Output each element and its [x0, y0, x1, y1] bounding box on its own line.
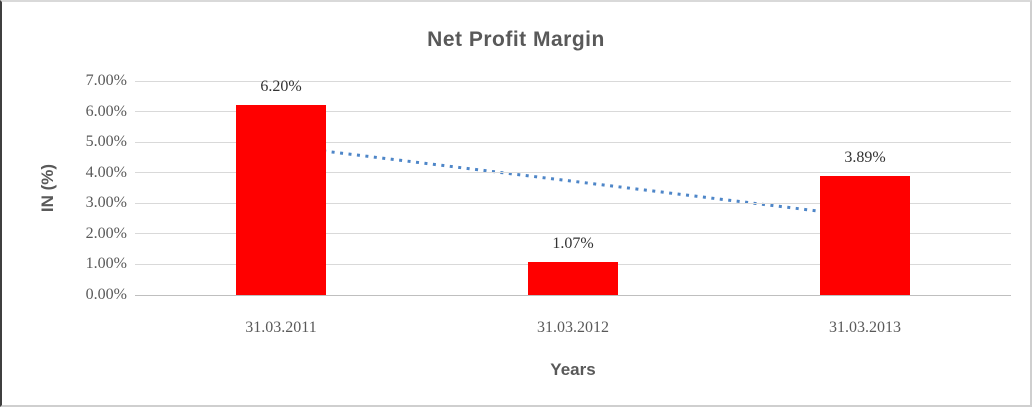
y-tick-label: 7.00% [85, 72, 127, 89]
y-tick-label: 1.00% [85, 255, 127, 273]
chart-title: Net Profit Margin [427, 28, 605, 51]
data-label: 1.07% [552, 235, 594, 253]
y-tick-label: 6.00% [85, 102, 127, 120]
gridline [135, 172, 1011, 174]
bar-31.03.2012 [528, 262, 618, 295]
bar-31.03.2011 [236, 105, 326, 295]
gridline [135, 80, 1011, 82]
y-tick-label: 4.00% [85, 163, 127, 181]
plot-area [135, 80, 1011, 296]
x-axis-title: Years [550, 360, 596, 379]
x-tick-label: 31.03.2013 [829, 319, 901, 336]
x-tick-label: 31.03.2012 [537, 319, 609, 336]
y-tick-label: 0.00% [85, 286, 127, 303]
gridline [135, 233, 1011, 235]
y-tick-label: 5.00% [85, 133, 127, 151]
x-axis-line [135, 294, 1011, 296]
trendline-segment [280, 144, 866, 219]
data-label: 3.89% [844, 149, 886, 167]
y-tick-label: 2.00% [85, 224, 127, 242]
y-tick-label: 3.00% [85, 194, 127, 212]
gridline [135, 141, 1011, 143]
gridline [135, 202, 1011, 204]
bar-31.03.2013 [820, 176, 910, 295]
x-tick-label: 31.03.2011 [245, 319, 317, 336]
gridline [135, 111, 1011, 113]
data-label: 6.20% [260, 78, 302, 96]
